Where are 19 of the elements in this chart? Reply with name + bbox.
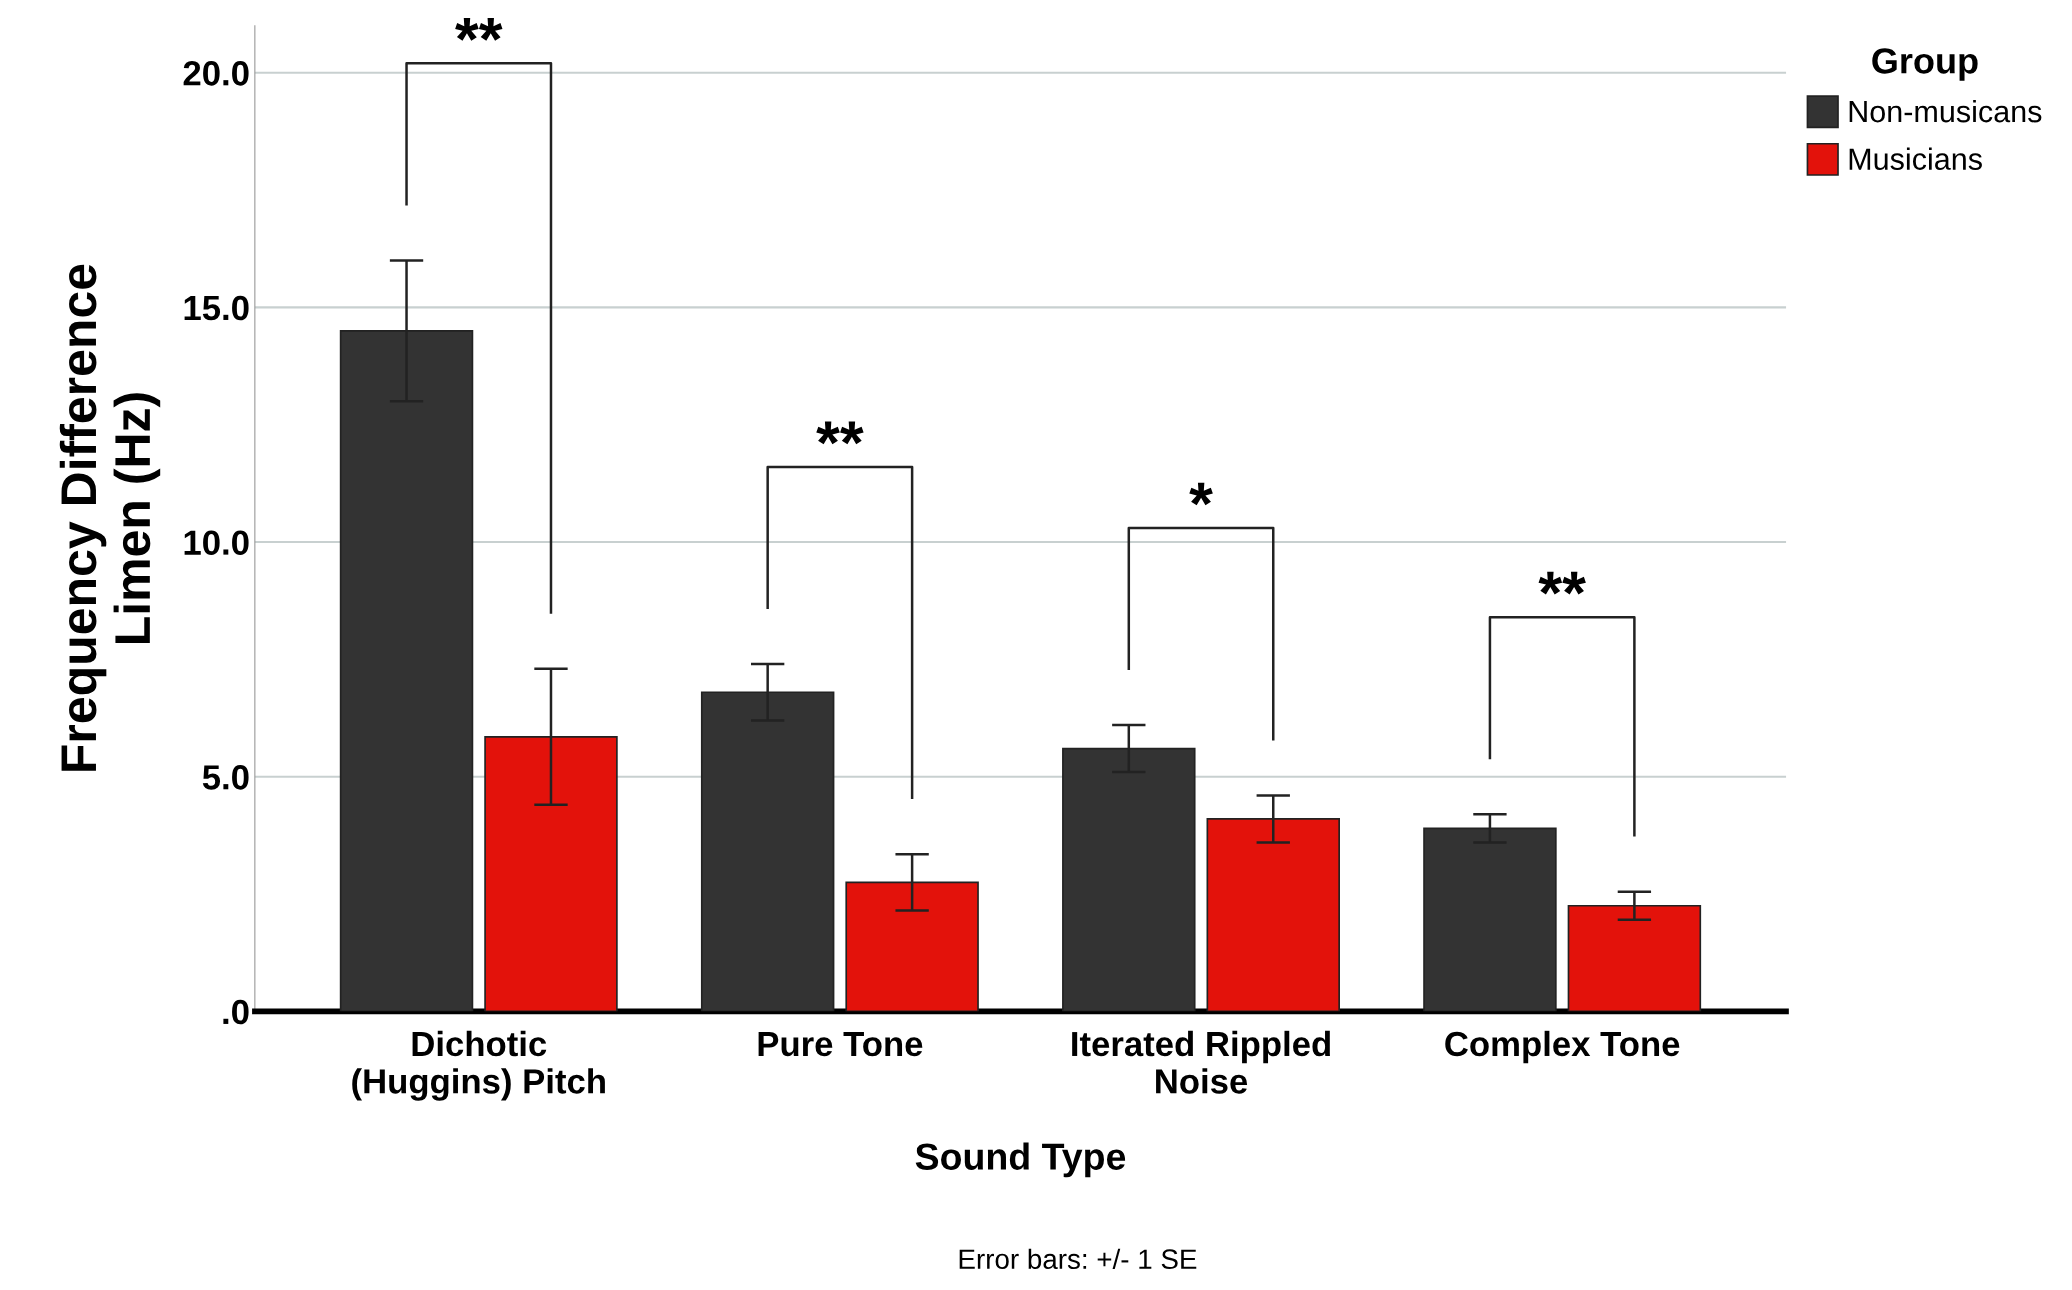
x-axis-title: Sound Type [915, 1142, 1126, 1178]
annotation: ** [816, 421, 864, 445]
legend-label: Non-musicans [1849, 99, 2042, 123]
annotation: ** [1538, 571, 1586, 595]
x-tick-label: Iterated Rippled Noise [1072, 1030, 1330, 1094]
y-tick-label: 15.0 [184, 295, 249, 321]
annotation: * [1189, 482, 1213, 506]
x-tick-label: Complex Tone [1445, 1030, 1680, 1064]
y-tick-label: 5.0 [202, 765, 249, 790]
x-tick-label: Pure Tone [758, 1032, 923, 1057]
legend-label: Musicians [1849, 147, 1982, 170]
text: Error bars: +/- 1 SE [959, 1248, 1197, 1270]
y-tick-label: 10.0 [184, 530, 249, 555]
legend-title: Group [1872, 48, 1978, 81]
annotation: ** [455, 18, 503, 41]
y-tick-label: 20.0 [183, 61, 249, 86]
x-tick-label: Dichotic (Huggins) Pitch [352, 1030, 605, 1101]
y-tick-label: .0 [223, 999, 249, 1025]
y-axis-title: Frequency Difference Limen (Hz) [59, 264, 161, 771]
